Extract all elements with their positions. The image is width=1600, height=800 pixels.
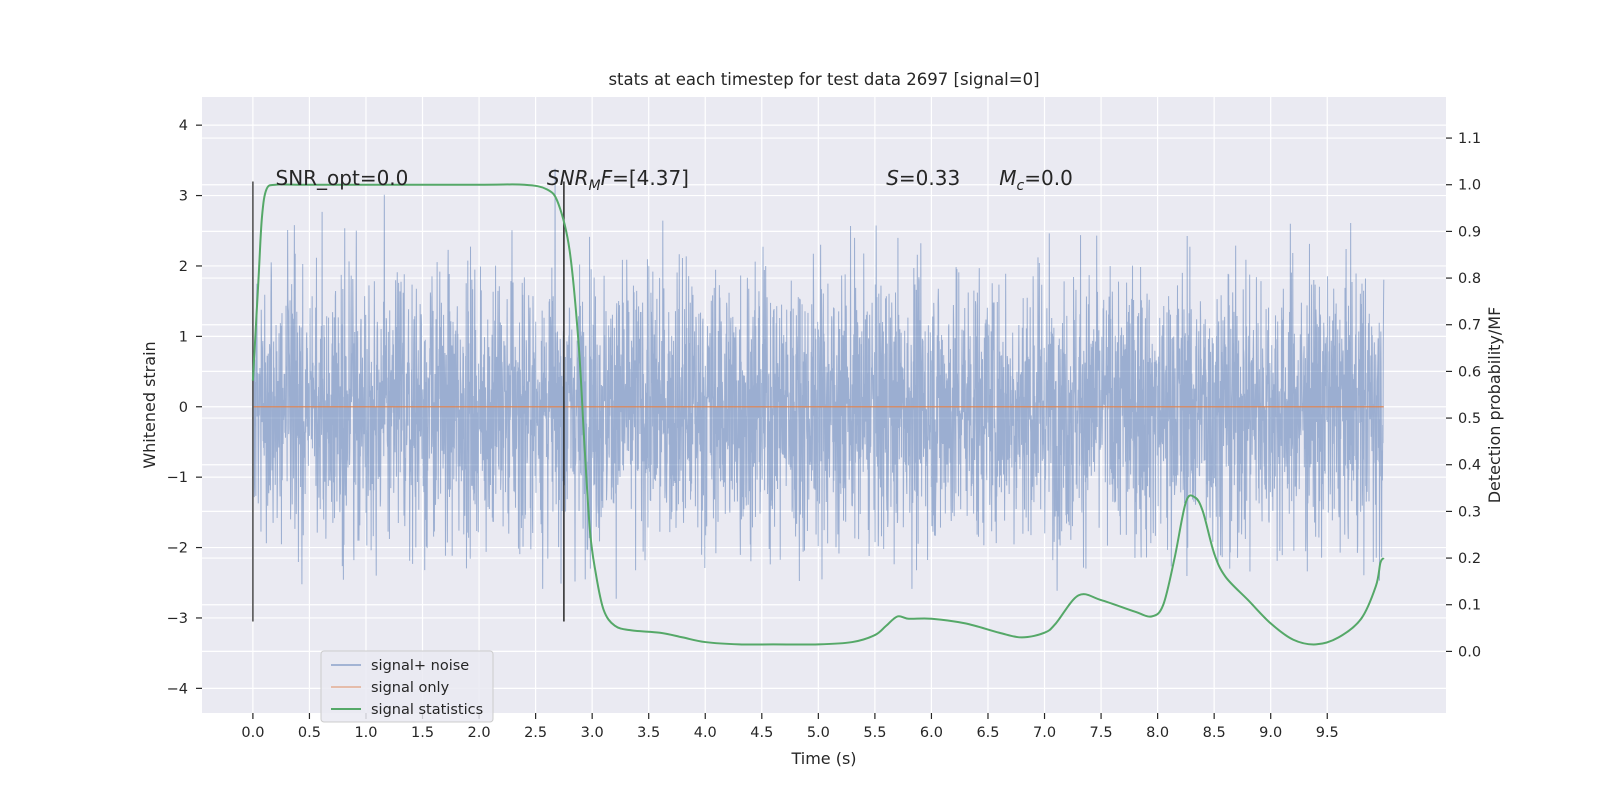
- x-axis-label: Time (s): [790, 749, 856, 768]
- x-tick-label: 6.0: [920, 725, 943, 741]
- noise-trace: [252, 168, 1385, 599]
- x-tick-label: 1.0: [354, 725, 377, 741]
- legend-entry-signal-noise: signal+ noise: [371, 658, 469, 674]
- y-axis-label: Whitened strain: [140, 341, 159, 468]
- y2-tick-label: 0.8: [1458, 271, 1481, 287]
- y-tick-label: −3: [167, 611, 188, 627]
- y-tick-label: −2: [167, 541, 188, 557]
- y2-tick-label: 0.5: [1458, 411, 1481, 427]
- y-tick-label: 4: [179, 118, 188, 134]
- x-tick-label: 1.5: [411, 725, 434, 741]
- legend-entry-signal-only: signal only: [371, 680, 450, 696]
- y2-tick-label: 0.4: [1458, 458, 1481, 474]
- series-signal-statistics: [251, 183, 1385, 646]
- y2-tick-label: 0.9: [1458, 224, 1481, 240]
- x-tick-label: 4.0: [694, 725, 717, 741]
- chart-title: stats at each timestep for test data 269…: [608, 70, 1039, 89]
- x-tick-label: 5.0: [807, 725, 830, 741]
- x-tick-label: 6.5: [976, 725, 999, 741]
- y-tick-label: −1: [167, 470, 188, 486]
- legend-entry-signal-statistics: signal statistics: [371, 702, 483, 718]
- y2-tick-label: 0.0: [1458, 644, 1481, 660]
- series-signal-noise: [252, 168, 1385, 599]
- y2-tick-label: 0.1: [1458, 598, 1481, 614]
- legend: signal+ noise signal only signal statist…: [320, 650, 494, 723]
- x-tick-label: 8.5: [1203, 725, 1226, 741]
- x-tick-label: 9.5: [1316, 725, 1339, 741]
- y2-axis-ticks: 0.0 0.1 0.2 0.3 0.4 0.5 0.6 0.7 0.8 0.9 1.0 1.1: [1446, 131, 1481, 660]
- vertical-markers: [252, 181, 565, 622]
- x-tick-label: 9.0: [1259, 725, 1282, 741]
- x-tick-label: 3.5: [637, 725, 660, 741]
- y-tick-label: 1: [179, 329, 188, 345]
- annotation-snr-opt: SNR_opt=0.0: [276, 166, 409, 190]
- x-tick-label: 7.0: [1033, 725, 1056, 741]
- annotation-mc-stat: Mc=0.0: [999, 166, 1073, 194]
- x-tick-label: 0.0: [241, 725, 264, 741]
- y-tick-label: 2: [179, 259, 188, 275]
- x-tick-label: 4.5: [750, 725, 773, 741]
- y2-tick-label: 0.6: [1458, 364, 1481, 380]
- annotation-s-stat: S=0.33: [886, 166, 960, 190]
- y2-tick-label: 0.2: [1458, 551, 1481, 567]
- y-tick-label: 3: [179, 189, 188, 205]
- y2-tick-label: 1.1: [1458, 131, 1481, 147]
- y2-axis-label: Detection probability/MF: [1485, 307, 1504, 504]
- x-tick-label: 2.5: [524, 725, 547, 741]
- y2-tick-label: 0.3: [1458, 504, 1481, 520]
- y-axis-ticks: −4 −3 −2 −1 0 1 2 3 4: [167, 118, 202, 697]
- y-tick-label: 0: [179, 400, 188, 416]
- x-tick-label: 5.5: [863, 725, 886, 741]
- legend-box: [320, 650, 494, 723]
- y-tick-label: −4: [167, 681, 188, 697]
- statistics-trace: [251, 183, 1385, 646]
- x-tick-label: 3.0: [581, 725, 604, 741]
- y2-tick-label: 0.7: [1458, 318, 1481, 334]
- x-tick-label: 2.0: [468, 725, 491, 741]
- x-tick-label: 8.0: [1146, 725, 1169, 741]
- x-tick-label: 0.5: [298, 725, 321, 741]
- annotation-snr-mf: SNRMF=[4.37]: [547, 166, 689, 194]
- y2-tick-label: 1.0: [1458, 178, 1481, 194]
- annotations: SNR_opt=0.0 SNRMF=[4.37] S=0.33 Mc=0.0: [276, 166, 1073, 194]
- x-axis-ticks: 0.0 0.5 1.0 1.5 2.0 2.5 3.0 3.5 4.0 4.5 5.0 5.5 6.0 6…: [241, 713, 1339, 741]
- x-tick-label: 7.5: [1090, 725, 1113, 741]
